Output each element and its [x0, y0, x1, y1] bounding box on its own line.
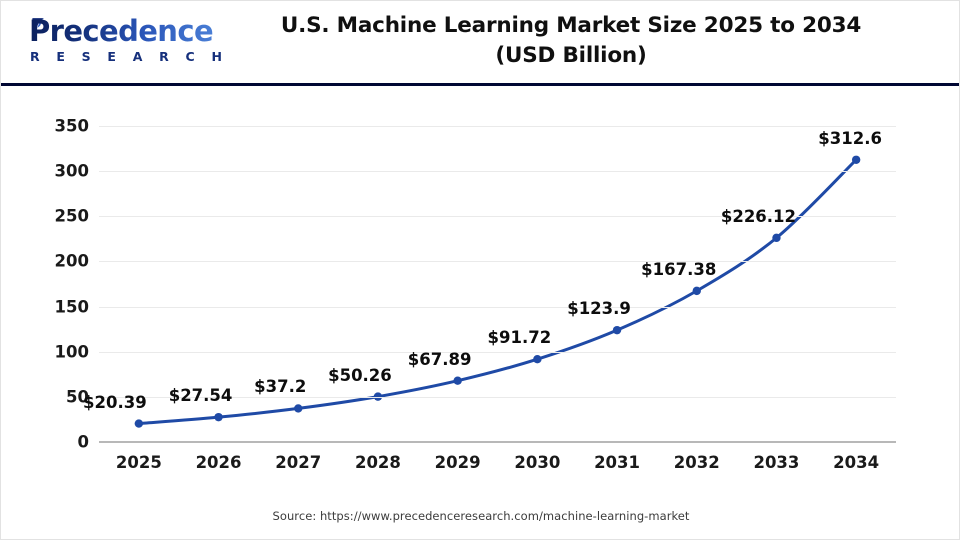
source-caption: Source: https://www.precedenceresearch.c…: [272, 509, 690, 523]
data-point-label: $37.2: [254, 377, 307, 397]
data-point-marker: [533, 354, 542, 364]
gridline: [99, 396, 896, 398]
series-line: [137, 158, 858, 426]
data-point-marker: [692, 286, 701, 296]
x-axis-tick-label: 2034: [833, 453, 880, 472]
gridline: [99, 351, 896, 353]
data-point-marker: [772, 233, 781, 243]
gridline: [99, 261, 896, 263]
data-point-marker: [851, 155, 861, 164]
title-line-1: U.S. Machine Learning Market Size 2025 t…: [280, 13, 862, 38]
y-axis-tick-label: 350: [54, 116, 89, 136]
data-point-label: $123.9: [567, 299, 631, 319]
y-axis-tick-label: 100: [54, 342, 89, 362]
gridline: [99, 126, 896, 127]
logo-wordmark: Precedence: [29, 14, 214, 48]
x-axis-tick-label: 2029: [434, 453, 481, 472]
data-point-label: $226.12: [720, 206, 797, 226]
x-axis-tick-label: 2025: [115, 453, 162, 472]
gridline: [99, 216, 896, 218]
data-point-label: $167.38: [641, 259, 717, 279]
x-axis-tick-label: 2027: [275, 453, 322, 472]
leaf-mark-icon: [32, 18, 44, 30]
page-title: U.S. Machine Learning Market Size 2025 t…: [196, 11, 946, 71]
logo-subtext: R E S E A R C H: [30, 49, 229, 64]
y-axis-tick-label: 0: [77, 432, 89, 452]
data-point-label: $20.39: [83, 392, 147, 412]
line-series: [134, 155, 861, 428]
data-point-marker: [214, 412, 223, 422]
x-axis-tick-label: 2033: [753, 453, 800, 472]
header-divider: [1, 83, 959, 86]
x-axis-tick-label: 2032: [673, 453, 720, 472]
data-point-marker: [134, 419, 144, 428]
data-point-label: $50.26: [328, 365, 392, 385]
x-axis-tick-label: 2026: [195, 453, 242, 472]
gridline: [99, 306, 896, 308]
data-point-label: $312.6: [818, 128, 882, 148]
y-axis-tick-label: 200: [54, 251, 89, 271]
data-point-label: $67.89: [407, 349, 472, 369]
y-axis-tick-label: 250: [54, 206, 89, 226]
title-line-2: (USD Billion): [495, 43, 647, 68]
gridline: [99, 171, 896, 173]
plot-area: [99, 126, 896, 443]
data-point-marker: [453, 376, 462, 385]
data-point-marker: [612, 325, 622, 335]
chart-header: Precedence R E S E A R C H U.S. Machine …: [1, 1, 959, 86]
x-axis-baseline: [99, 441, 896, 443]
data-point-label: $27.54: [168, 386, 233, 406]
x-axis-tick-label: 2028: [354, 453, 401, 472]
y-axis-tick-label: 150: [54, 297, 89, 317]
x-axis-tick-label: 2030: [514, 453, 561, 472]
data-point-label: $91.72: [487, 328, 552, 348]
y-axis-tick-label: 300: [54, 161, 89, 181]
data-point-marker: [294, 404, 303, 413]
data-point-marker: [373, 392, 383, 401]
x-axis-tick-label: 2031: [594, 453, 641, 472]
precedence-research-logo: Precedence R E S E A R C H: [15, 15, 222, 67]
y-axis-tick-label: 50: [66, 387, 89, 407]
